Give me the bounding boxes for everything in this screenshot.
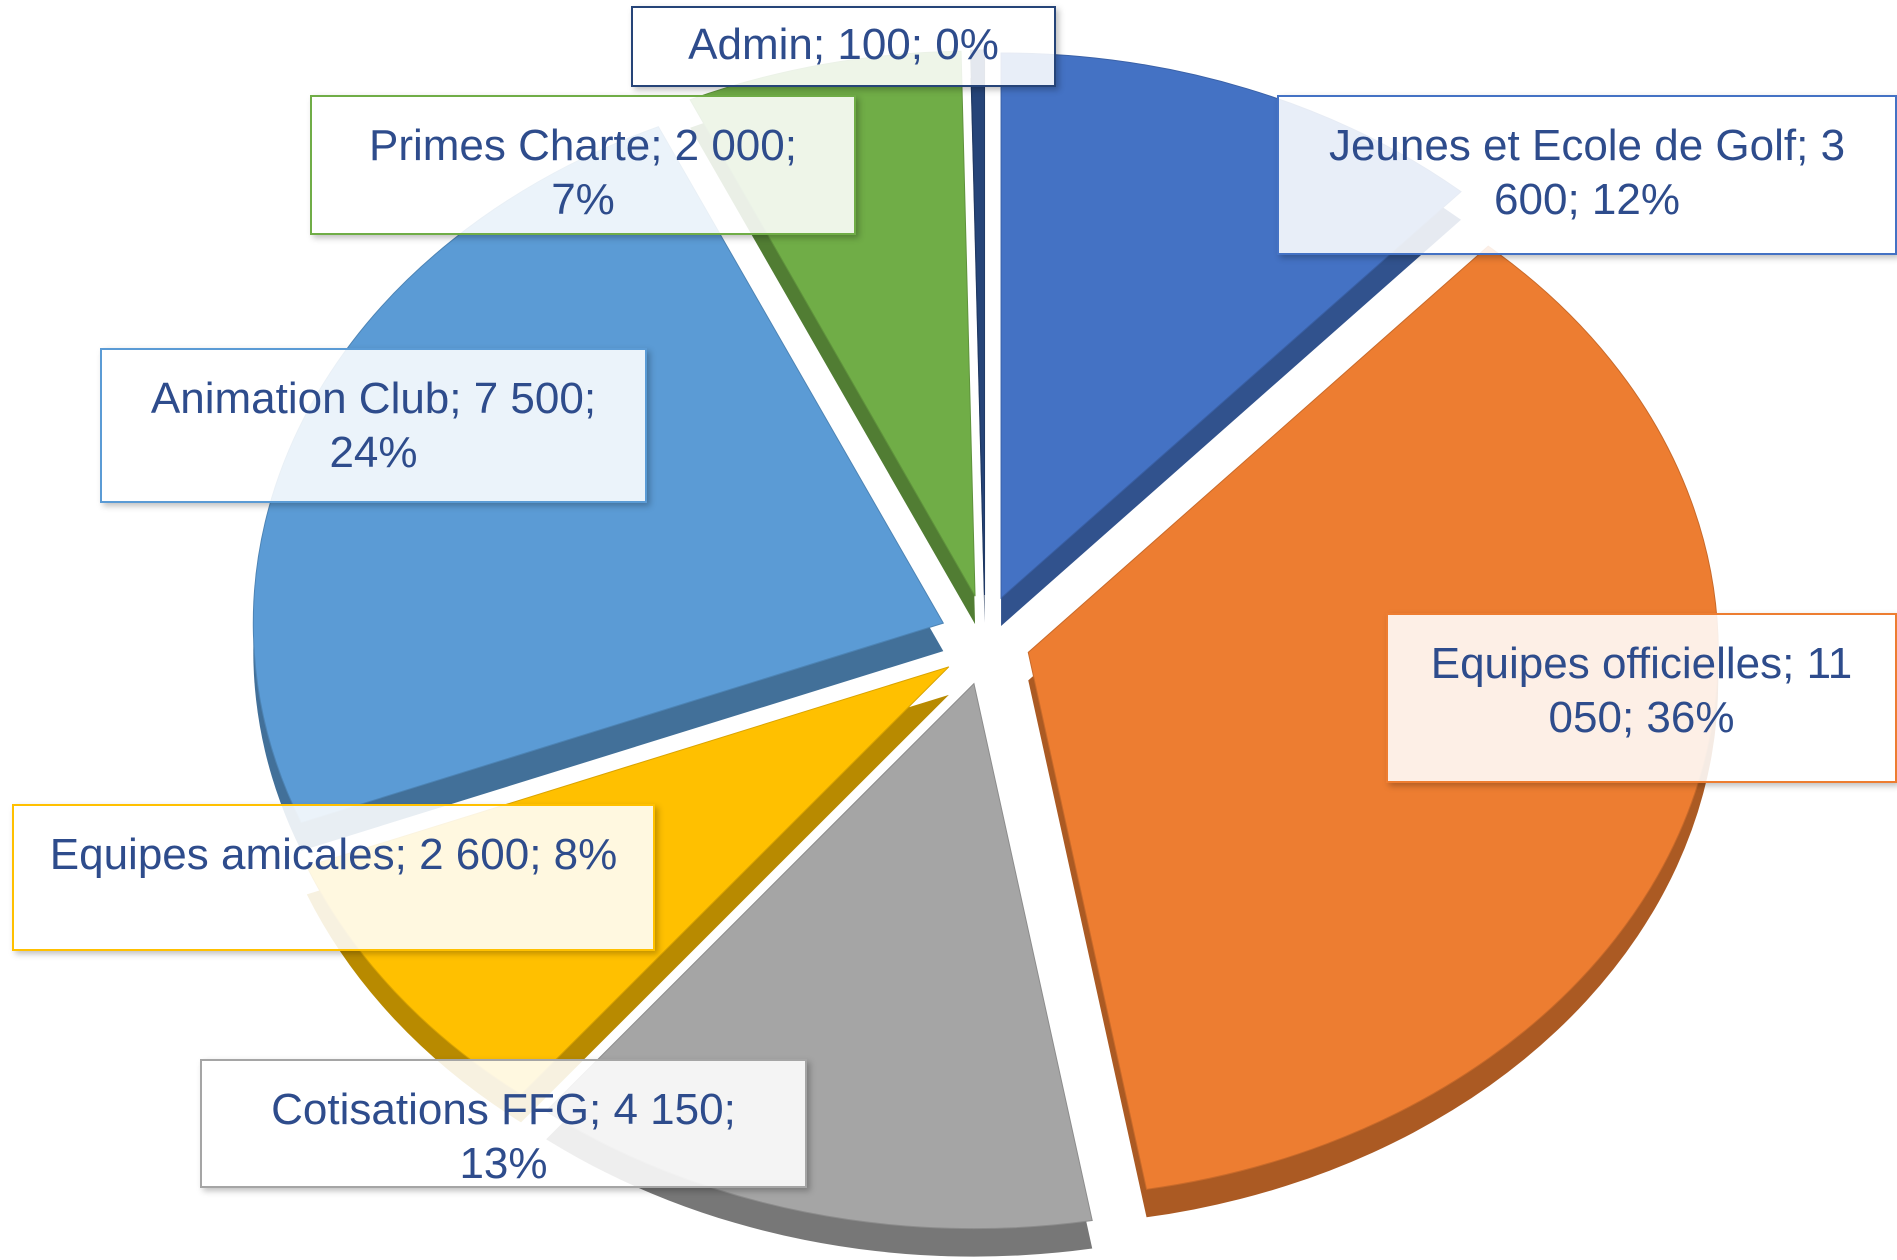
label-separator: ; bbox=[1782, 639, 1807, 688]
label-value: 100 bbox=[837, 20, 911, 69]
data-label: Equipes amicales; 2 600; 8% bbox=[12, 804, 655, 951]
label-separator: ; bbox=[529, 830, 554, 879]
label-separator: ; bbox=[1621, 693, 1647, 742]
label-percent: 13% bbox=[459, 1139, 548, 1188]
label-percent: 36% bbox=[1646, 693, 1735, 742]
label-category: Animation Club bbox=[150, 374, 450, 423]
label-separator: ; bbox=[1567, 175, 1592, 224]
label-category: Equipes amicales bbox=[49, 830, 395, 879]
label-separator: ; bbox=[449, 374, 474, 423]
label-value: 3 600 bbox=[1494, 121, 1846, 224]
slice bbox=[1027, 245, 1719, 1190]
label-separator: ; bbox=[812, 20, 838, 69]
label-separator: ; bbox=[723, 1085, 736, 1134]
data-label: Animation Club; 7 500; 24% bbox=[100, 348, 647, 503]
label-separator: ; bbox=[910, 20, 936, 69]
data-label: Cotisations FFG; 4 150; 13% bbox=[200, 1059, 807, 1188]
label-separator: ; bbox=[394, 830, 420, 879]
label-separator: ; bbox=[583, 374, 597, 423]
label-category: Primes Charte bbox=[369, 121, 651, 170]
label-value: 2 000 bbox=[674, 121, 785, 170]
label-separator: ; bbox=[1796, 121, 1821, 170]
label-category: Cotisations FFG bbox=[271, 1085, 590, 1134]
label-separator: ; bbox=[650, 121, 675, 170]
label-category: Jeunes et Ecole de Golf bbox=[1328, 121, 1797, 170]
label-value: 7 500 bbox=[473, 374, 584, 423]
label-percent: 7% bbox=[551, 175, 615, 224]
label-value: 11 050 bbox=[1548, 639, 1853, 742]
data-label: Jeunes et Ecole de Golf; 3 600; 12% bbox=[1277, 95, 1897, 255]
data-label: Admin; 100; 0% bbox=[631, 6, 1056, 87]
label-separator: ; bbox=[784, 121, 797, 170]
label-percent: 0% bbox=[935, 20, 999, 69]
label-percent: 24% bbox=[329, 428, 418, 477]
label-percent: 8% bbox=[553, 830, 618, 879]
label-value: 4 150 bbox=[613, 1085, 724, 1134]
label-category: Equipes officielles bbox=[1430, 639, 1783, 688]
label-percent: 12% bbox=[1591, 175, 1680, 224]
data-label: Primes Charte; 2 000; 7% bbox=[310, 95, 856, 235]
label-separator: ; bbox=[589, 1085, 614, 1134]
data-label: Equipes officielles; 11 050; 36% bbox=[1386, 613, 1897, 783]
label-category: Admin bbox=[688, 20, 813, 69]
label-value: 2 600 bbox=[419, 830, 530, 879]
